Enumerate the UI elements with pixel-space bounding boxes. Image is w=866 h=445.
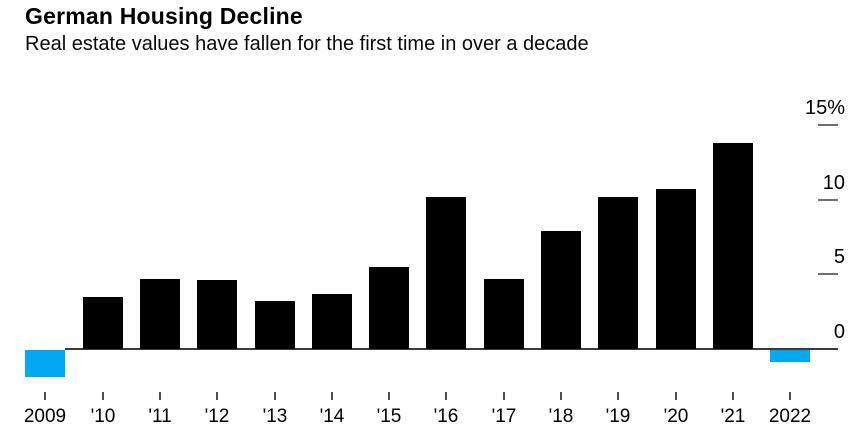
x-axis-label: '18 bbox=[548, 406, 574, 427]
x-axis-label: '15 bbox=[376, 406, 402, 427]
bar-14 bbox=[312, 294, 352, 349]
chart-subtitle: Real estate values have fallen for the f… bbox=[25, 33, 589, 55]
bar-15 bbox=[369, 267, 409, 349]
y-axis-label: 5 bbox=[833, 246, 845, 268]
x-tick bbox=[102, 392, 104, 400]
bar-18 bbox=[541, 231, 581, 349]
bar-19 bbox=[598, 197, 638, 349]
bar-21 bbox=[713, 143, 753, 349]
y-axis-label: 15% bbox=[804, 97, 845, 119]
y-tick bbox=[818, 273, 838, 275]
bar-13 bbox=[255, 301, 295, 349]
x-axis-label: 2009 bbox=[23, 406, 67, 427]
x-tick bbox=[445, 392, 447, 400]
x-tick bbox=[44, 392, 46, 400]
y-axis-label: 10 bbox=[822, 172, 845, 194]
x-tick bbox=[617, 392, 619, 400]
x-tick bbox=[274, 392, 276, 400]
y-tick bbox=[818, 124, 838, 126]
x-tick bbox=[503, 392, 505, 400]
chart-title: German Housing Decline bbox=[25, 3, 303, 29]
x-axis-label: '20 bbox=[663, 406, 689, 427]
y-axis-label: 0 bbox=[833, 321, 845, 343]
x-tick bbox=[732, 392, 734, 400]
x-axis-label: '17 bbox=[491, 406, 517, 427]
bar-2009 bbox=[25, 350, 65, 377]
x-tick bbox=[675, 392, 677, 400]
bar-11 bbox=[140, 279, 180, 349]
bar-20 bbox=[656, 189, 696, 349]
bar-16 bbox=[426, 197, 466, 349]
x-tick bbox=[331, 392, 333, 400]
bar-17 bbox=[484, 279, 524, 349]
bar-10 bbox=[83, 297, 123, 349]
x-axis-label: 2022 bbox=[768, 406, 812, 427]
bar-2022 bbox=[770, 350, 810, 362]
zero-baseline bbox=[65, 348, 838, 350]
x-axis-label: '10 bbox=[90, 406, 116, 427]
x-axis-label: '14 bbox=[319, 406, 345, 427]
x-axis-label: '11 bbox=[148, 406, 172, 427]
x-axis-label: '12 bbox=[204, 406, 230, 427]
x-tick bbox=[388, 392, 390, 400]
x-axis-label: '16 bbox=[433, 406, 459, 427]
x-tick bbox=[789, 392, 791, 400]
x-tick bbox=[216, 392, 218, 400]
x-axis-label: '13 bbox=[262, 406, 288, 427]
bar-12 bbox=[197, 280, 237, 349]
x-tick bbox=[560, 392, 562, 400]
x-axis-label: '21 bbox=[720, 406, 746, 427]
x-tick bbox=[159, 392, 161, 400]
x-axis-label: '19 bbox=[605, 406, 631, 427]
y-tick bbox=[818, 199, 838, 201]
